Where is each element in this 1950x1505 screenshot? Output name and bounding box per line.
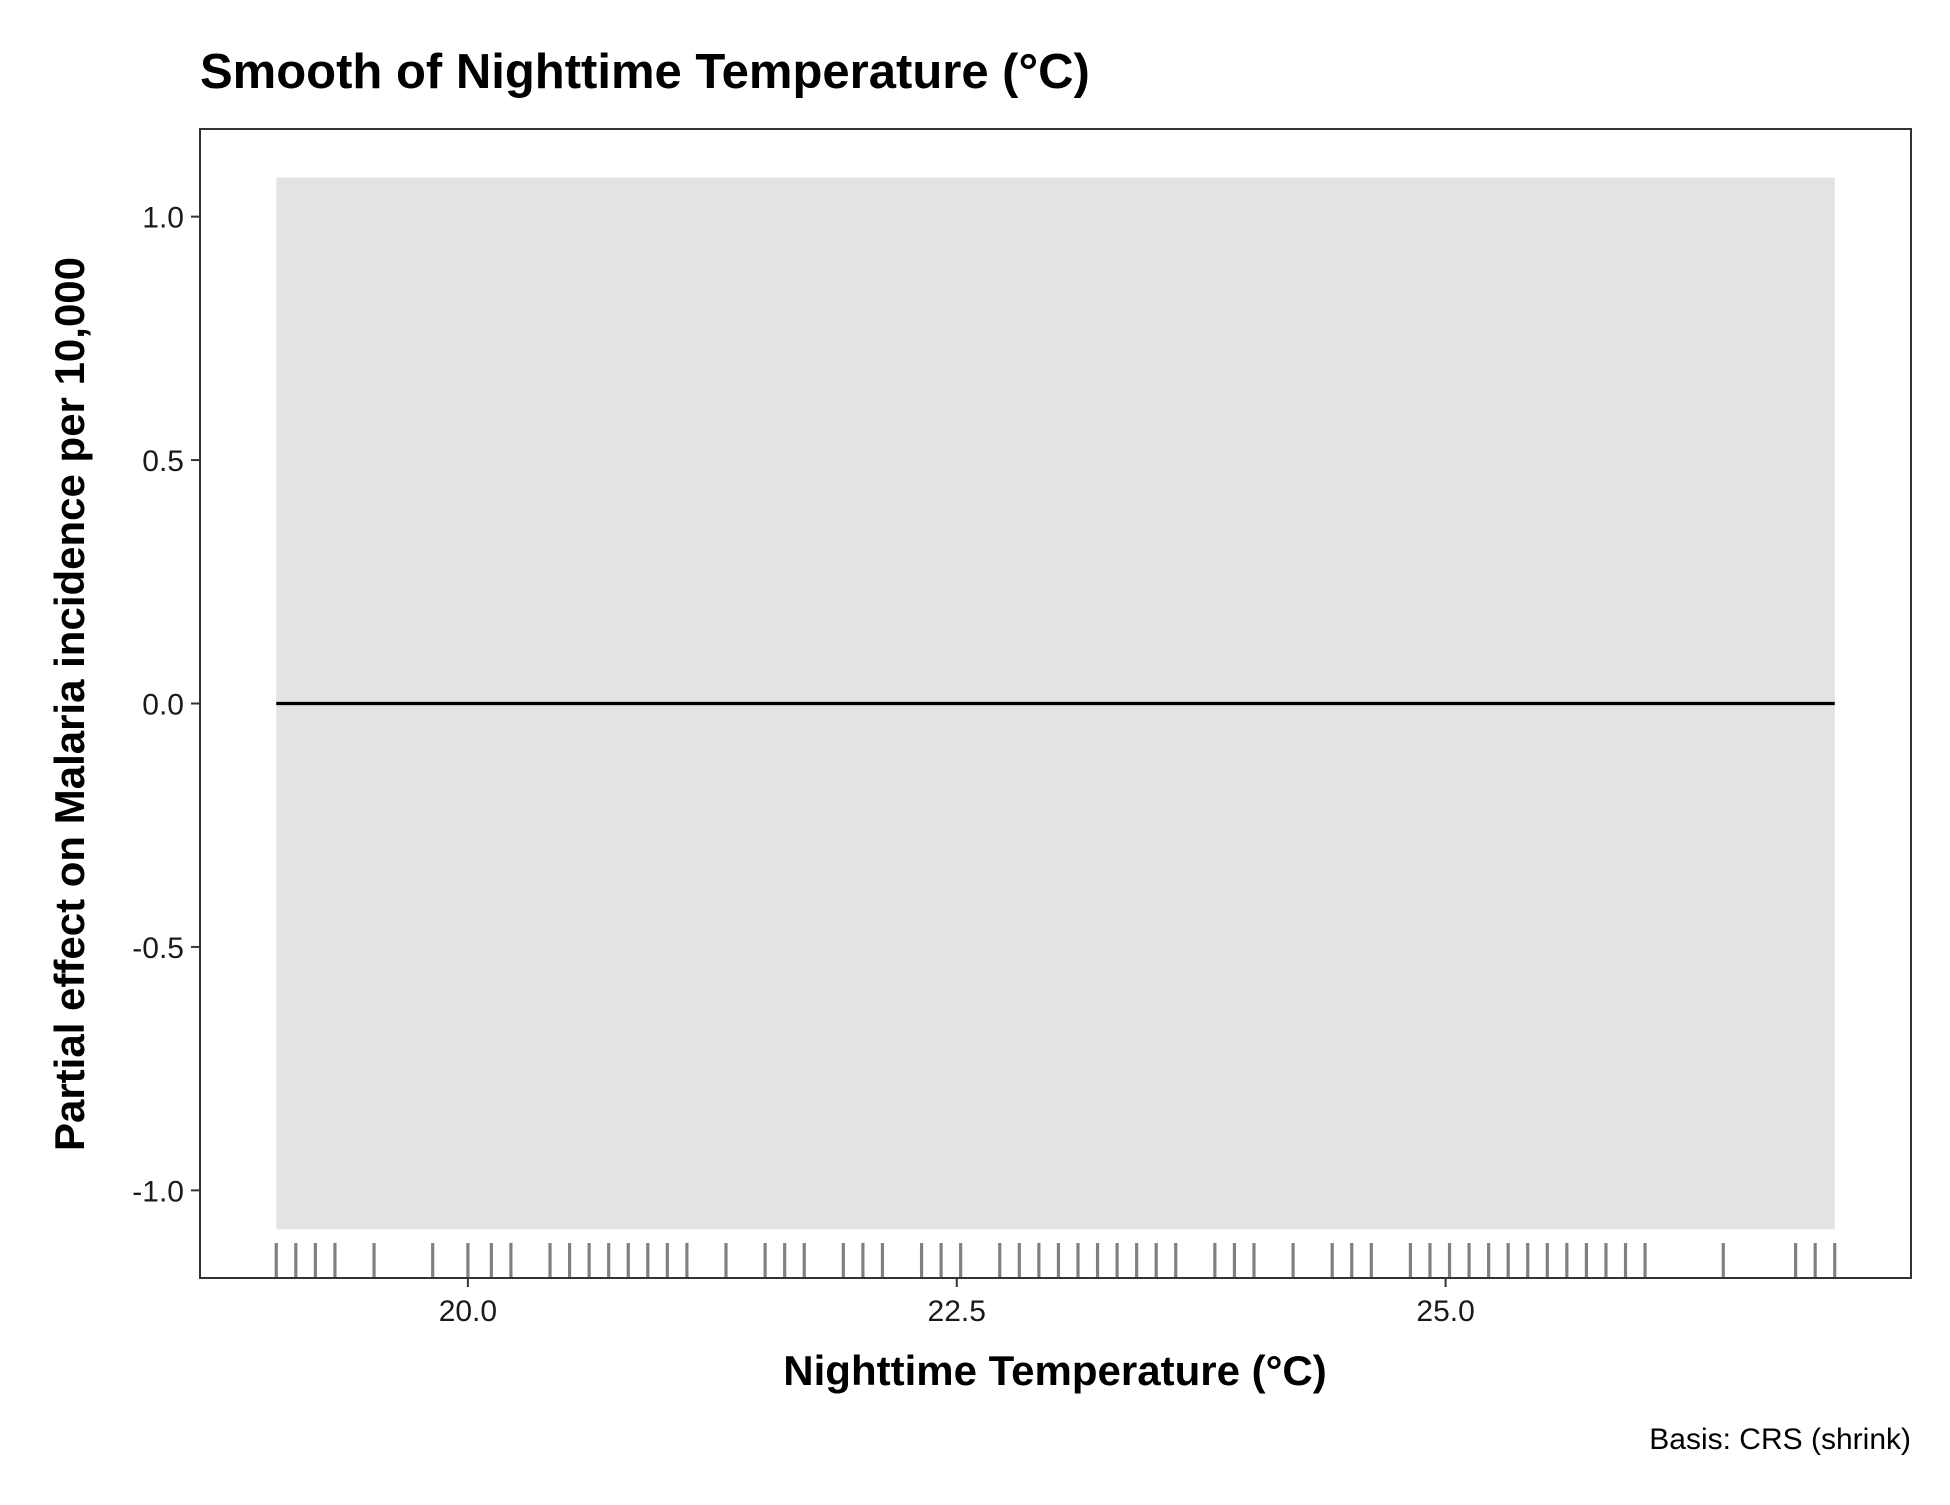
x-tick-label: 25.0 bbox=[1416, 1295, 1474, 1328]
chart-title: Smooth of Nighttime Temperature (°C) bbox=[200, 45, 1090, 99]
x-axis-title: Nighttime Temperature (°C) bbox=[783, 1347, 1326, 1394]
y-axis-title: Partial effect on Malaria incidence per … bbox=[46, 257, 93, 1151]
y-tick-label: 0.0 bbox=[142, 689, 184, 722]
x-tick-label: 22.5 bbox=[928, 1295, 986, 1328]
x-tick-label: 20.0 bbox=[439, 1295, 497, 1328]
x-axis: 20.0 22.5 25.0 bbox=[439, 1278, 1475, 1328]
rug bbox=[274, 1243, 1837, 1277]
chart-caption: Basis: CRS (shrink) bbox=[1649, 1423, 1911, 1456]
plot-area bbox=[274, 177, 1837, 1277]
y-tick-label: -0.5 bbox=[132, 932, 184, 965]
y-tick-label: -1.0 bbox=[132, 1175, 184, 1208]
y-axis: -1.0 -0.5 0.0 0.5 1.0 bbox=[132, 202, 200, 1208]
y-tick-label: 0.5 bbox=[142, 445, 184, 478]
y-tick-label: 1.0 bbox=[142, 202, 184, 235]
